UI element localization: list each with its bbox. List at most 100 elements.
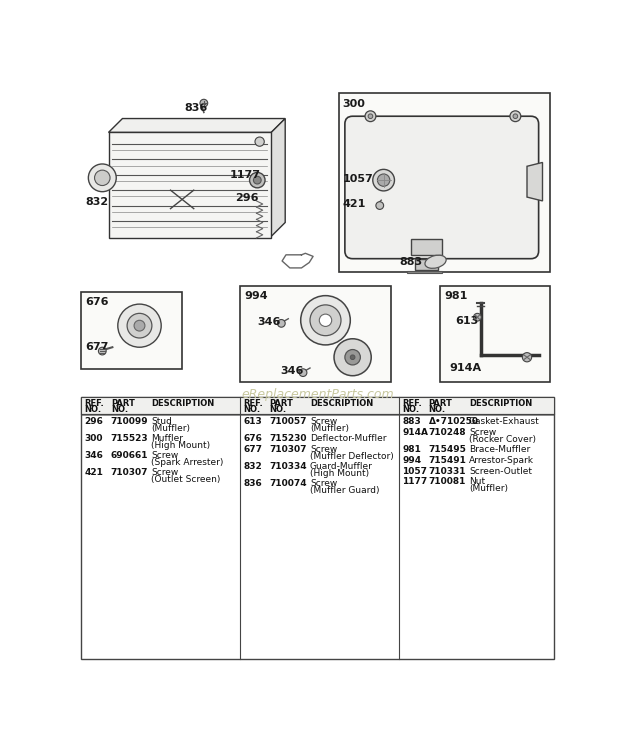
Circle shape xyxy=(510,111,521,121)
Circle shape xyxy=(200,99,208,107)
Circle shape xyxy=(365,111,376,121)
Text: 296: 296 xyxy=(236,193,259,203)
Text: 710057: 710057 xyxy=(270,417,307,426)
Text: (Muffler): (Muffler) xyxy=(151,424,190,433)
Text: Brace-Muffler: Brace-Muffler xyxy=(469,445,530,454)
Text: Gasket-Exhaust: Gasket-Exhaust xyxy=(469,417,539,426)
Bar xyxy=(410,240,441,255)
Polygon shape xyxy=(272,118,285,237)
Circle shape xyxy=(301,295,350,345)
Text: Screw: Screw xyxy=(151,468,179,477)
Text: 981: 981 xyxy=(445,291,468,301)
Text: (Muffler): (Muffler) xyxy=(469,484,508,493)
Text: NO.: NO. xyxy=(402,405,419,414)
Text: Deflector-Muffler: Deflector-Muffler xyxy=(310,434,386,443)
Circle shape xyxy=(99,347,106,355)
Text: 715523: 715523 xyxy=(111,434,148,443)
Text: 883: 883 xyxy=(402,417,421,426)
Text: REF.: REF. xyxy=(84,399,104,408)
Text: 715491: 715491 xyxy=(428,456,466,465)
Text: Screw: Screw xyxy=(310,417,337,426)
Text: 1057: 1057 xyxy=(402,466,427,475)
Circle shape xyxy=(373,170,394,191)
Circle shape xyxy=(299,369,307,376)
Text: 715230: 715230 xyxy=(270,434,307,443)
Circle shape xyxy=(127,313,152,338)
Text: Muffler: Muffler xyxy=(151,434,183,443)
Text: 677: 677 xyxy=(86,341,108,352)
Text: 836: 836 xyxy=(185,103,208,113)
Text: Screw: Screw xyxy=(310,445,337,454)
Text: (Muffler Deflector): (Muffler Deflector) xyxy=(310,452,394,461)
Circle shape xyxy=(278,319,285,327)
Polygon shape xyxy=(407,271,441,272)
Circle shape xyxy=(255,137,264,147)
Text: (Muffler Guard): (Muffler Guard) xyxy=(310,486,379,495)
Text: 300: 300 xyxy=(342,98,365,109)
Circle shape xyxy=(94,170,110,185)
Circle shape xyxy=(254,176,261,184)
Text: eReplacementParts.com: eReplacementParts.com xyxy=(241,388,394,401)
Text: 710307: 710307 xyxy=(111,468,148,477)
Text: 836: 836 xyxy=(243,479,262,488)
Text: NO.: NO. xyxy=(111,405,128,414)
Text: 1177: 1177 xyxy=(230,170,261,180)
Text: (Rocker Cover): (Rocker Cover) xyxy=(469,435,536,444)
Text: (Spark Arrester): (Spark Arrester) xyxy=(151,458,223,467)
Text: 710099: 710099 xyxy=(111,417,148,426)
Text: NO.: NO. xyxy=(243,405,260,414)
Polygon shape xyxy=(527,162,542,201)
Circle shape xyxy=(319,314,332,327)
Circle shape xyxy=(376,202,384,209)
Text: 346: 346 xyxy=(84,451,104,461)
Circle shape xyxy=(474,313,481,321)
Text: Screw: Screw xyxy=(151,451,179,461)
Text: 710334: 710334 xyxy=(270,462,308,471)
Text: Guard-Muffler: Guard-Muffler xyxy=(310,462,373,471)
Bar xyxy=(415,259,438,270)
Text: (High Mount): (High Mount) xyxy=(310,469,369,478)
Text: 677: 677 xyxy=(243,445,262,454)
Text: 715495: 715495 xyxy=(428,445,466,454)
Text: Screw: Screw xyxy=(469,428,496,437)
Bar xyxy=(81,397,554,659)
Text: NO.: NO. xyxy=(84,405,102,414)
Text: 1057: 1057 xyxy=(342,174,373,184)
Text: PART: PART xyxy=(428,399,453,408)
Text: DESCRIPTION: DESCRIPTION xyxy=(310,399,373,408)
Text: (Outlet Screen): (Outlet Screen) xyxy=(151,475,221,484)
Text: Screen-Outlet: Screen-Outlet xyxy=(469,466,532,475)
Circle shape xyxy=(88,164,117,192)
Text: (Muffler): (Muffler) xyxy=(310,424,349,433)
Text: PART: PART xyxy=(111,399,135,408)
Circle shape xyxy=(334,339,371,376)
Text: 346: 346 xyxy=(257,317,281,327)
Text: 883: 883 xyxy=(399,257,422,267)
Circle shape xyxy=(249,173,265,187)
Text: DESCRIPTION: DESCRIPTION xyxy=(469,399,532,408)
Text: 994: 994 xyxy=(402,456,422,465)
Polygon shape xyxy=(108,118,285,132)
Text: REF.: REF. xyxy=(402,399,422,408)
Ellipse shape xyxy=(425,255,446,269)
Text: REF.: REF. xyxy=(243,399,263,408)
Text: 710248: 710248 xyxy=(428,428,466,437)
Text: NO.: NO. xyxy=(270,405,287,414)
Text: 710074: 710074 xyxy=(270,479,308,488)
Text: Arrestor-Spark: Arrestor-Spark xyxy=(469,456,534,465)
Polygon shape xyxy=(108,132,272,238)
Bar xyxy=(81,292,182,369)
Text: 710307: 710307 xyxy=(270,445,307,454)
Text: 994: 994 xyxy=(244,291,268,301)
Bar xyxy=(241,286,391,382)
FancyBboxPatch shape xyxy=(345,116,539,259)
Text: 676: 676 xyxy=(86,297,108,307)
Text: 613: 613 xyxy=(243,417,262,426)
Circle shape xyxy=(310,305,341,336)
Text: 300: 300 xyxy=(84,434,103,443)
Circle shape xyxy=(118,304,161,347)
Text: NO.: NO. xyxy=(428,405,446,414)
Bar xyxy=(440,286,551,382)
Text: 676: 676 xyxy=(243,434,262,443)
Text: Screw: Screw xyxy=(310,479,337,488)
